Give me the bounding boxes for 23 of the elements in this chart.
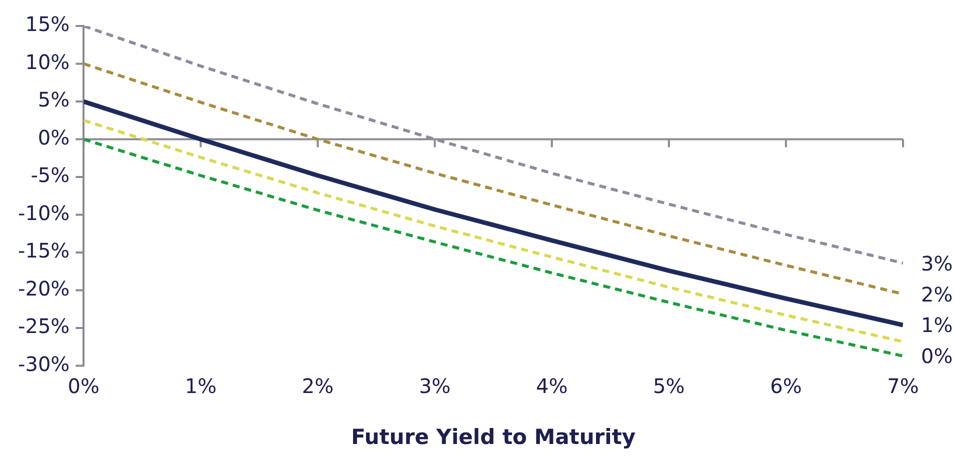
y-tick-label: 15% [25, 12, 70, 36]
y-tick-label: 10% [25, 50, 70, 74]
y-tick-label: -30% [18, 352, 70, 376]
series-label: 2% [921, 282, 953, 306]
x-tick-label: 5% [653, 374, 685, 398]
y-tick-label: 5% [38, 88, 70, 112]
x-tick-label: 6% [770, 374, 802, 398]
y-tick-label: -25% [18, 314, 70, 338]
series-label: 3% [921, 251, 953, 276]
series-label: 1% [921, 313, 953, 338]
y-tick-label: -10% [18, 200, 70, 225]
x-tick-label: 4% [536, 374, 568, 398]
y-tick-label: -5% [30, 163, 70, 188]
y-tick-label: 0% [38, 125, 70, 150]
x-tick-label: 3% [418, 374, 451, 398]
x-axis-title: Future Yield to Maturity [351, 424, 636, 449]
y-tick-label: -20% [18, 276, 70, 300]
x-tick-label: 1% [184, 374, 217, 398]
series-label: 0% [921, 344, 953, 368]
x-tick-label: 0% [68, 374, 100, 398]
y-tick-label: -15% [18, 238, 70, 263]
x-tick-label: 2% [302, 374, 334, 398]
x-tick-label: 7% [887, 374, 919, 398]
